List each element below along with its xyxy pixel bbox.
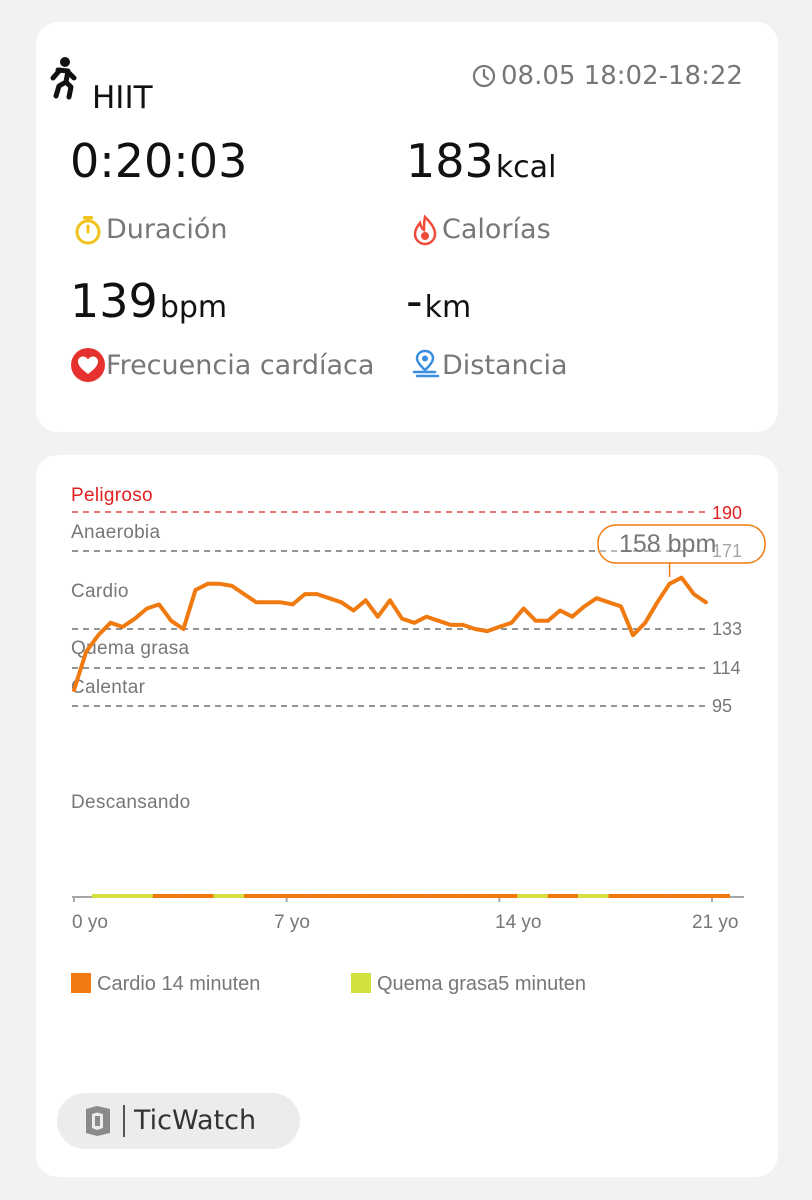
- legend-cardio: Cardio 14 minuten: [71, 973, 260, 996]
- legend-quema-grasa: Quema grasa5 minuten: [351, 973, 586, 996]
- calories-value: 183kcal: [406, 134, 557, 188]
- zone-timeline-segment: [517, 894, 548, 898]
- zone-timeline-segment: [183, 894, 214, 898]
- zone-timeline-segment: [152, 894, 184, 898]
- heart-rate-chart-card: Peligroso Anaerobia Cardio Quema grasa C…: [36, 455, 778, 1177]
- zone-label-peligroso: Peligroso: [71, 485, 153, 506]
- duration-label: Duración: [106, 214, 228, 245]
- heart-rate-series-line: [72, 575, 708, 692]
- activity-title: HIIT: [92, 80, 153, 116]
- brand-divider: [123, 1105, 125, 1137]
- zone-timeline-segment: [699, 894, 730, 898]
- zone-timeline-segment: [335, 894, 366, 898]
- distance-value: -km: [406, 274, 472, 328]
- zone-timeline-segment: [638, 894, 670, 898]
- zone-timeline-segment: [213, 894, 244, 898]
- calories-label: Calorías: [442, 214, 551, 245]
- zone-value-171: 171: [712, 541, 742, 562]
- zone-timeline-segment: [608, 894, 639, 898]
- x-tick-14: 14 yo: [495, 912, 542, 933]
- workout-summary-card: HIIT 08.05 18:02-18:22 0:20:03 Duración …: [36, 22, 778, 432]
- zone-timeline-segment: [365, 894, 396, 898]
- zone-label-descansando: Descansando: [71, 792, 191, 813]
- zone-timeline-segment: [274, 894, 305, 898]
- zone-value-95: 95: [712, 696, 733, 716]
- zone-value-114: 114: [712, 658, 741, 678]
- workout-datetime: 08.05 18:02-18:22: [501, 61, 743, 91]
- heart-rate-value: 139bpm: [70, 274, 228, 328]
- stopwatch-icon: [75, 216, 101, 245]
- zone-timeline-segment: [669, 894, 700, 898]
- x-tick-0: 0 yo: [72, 912, 108, 933]
- flame-icon: [413, 214, 437, 246]
- heart-icon: [71, 348, 105, 382]
- x-tick-21: 21 yo: [692, 912, 739, 933]
- ticwatch-badge[interactable]: TicWatch: [57, 1093, 300, 1149]
- zone-timeline-segment: [456, 894, 487, 898]
- x-tick-7: 7 yo: [274, 912, 310, 933]
- legend-swatch-quema-grasa: [351, 973, 371, 993]
- zone-timeline-segment: [243, 894, 275, 898]
- zone-timeline-segment: [426, 894, 457, 898]
- zone-timeline-segment: [547, 894, 579, 898]
- zone-timeline-segment: [395, 894, 427, 898]
- ticwatch-logo-icon: [86, 1106, 110, 1136]
- zone-timeline-segment: [92, 894, 123, 898]
- peak-tooltip-label: 158 bpm: [619, 530, 716, 558]
- heart-rate-label: Frecuencia cardíaca: [106, 350, 375, 381]
- zone-label-calentar: Calentar: [71, 677, 146, 698]
- heart-rate-chart: 158 bpm: [72, 511, 766, 902]
- zone-timeline-segment: [304, 894, 336, 898]
- zone-timeline-segment: [578, 894, 609, 898]
- zone-timeline-segment: [122, 894, 153, 898]
- clock-icon: [472, 64, 496, 88]
- running-icon: [50, 57, 77, 100]
- zone-label-cardio: Cardio: [71, 581, 129, 602]
- location-pin-icon: [412, 349, 440, 378]
- zone-timeline-segment: [486, 894, 518, 898]
- distance-label: Distancia: [442, 350, 568, 381]
- brand-name: TicWatch: [134, 1105, 257, 1136]
- zone-value-133: 133: [712, 619, 743, 639]
- peak-tooltip-box: [597, 524, 766, 564]
- zone-label-quema-grasa: Quema grasa: [71, 638, 190, 659]
- zone-label-anaerobia: Anaerobia: [71, 522, 161, 543]
- duration-value: 0:20:03: [70, 134, 248, 188]
- legend-swatch-cardio: [71, 973, 91, 993]
- zone-value-190: 190: [712, 503, 743, 523]
